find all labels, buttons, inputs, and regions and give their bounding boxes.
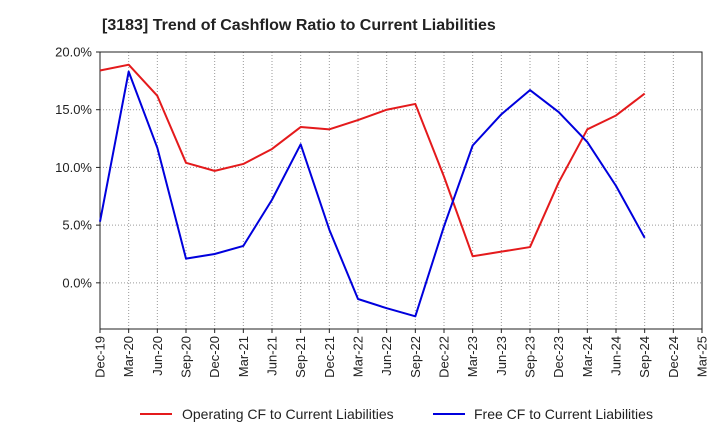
- x-tick-label: Dec-20: [207, 336, 222, 378]
- y-tick-label: 10.0%: [55, 160, 92, 175]
- x-tick-label: Sep-23: [523, 336, 538, 378]
- y-axis: 20.0% 15.0% 10.0% 5.0% 0.0%: [55, 45, 100, 290]
- x-tick-label: Jun-24: [609, 336, 624, 376]
- chart-title: [3183] Trend of Cashflow Ratio to Curren…: [102, 17, 496, 34]
- series-layer: [99, 63, 646, 318]
- x-tick-label: Dec-22: [437, 336, 452, 378]
- series-line: [99, 70, 646, 318]
- x-tick-label: Mar-20: [121, 336, 136, 377]
- y-tick-label: 15.0%: [55, 102, 92, 117]
- x-tick-label: Jun-22: [379, 336, 394, 376]
- y-tick-label: 0.0%: [62, 275, 92, 290]
- x-tick-label: Mar-21: [236, 336, 251, 377]
- legend: Operating CF to Current Liabilities Free …: [140, 406, 653, 422]
- x-tick-label: Mar-25: [695, 336, 710, 377]
- x-tick-label: Mar-24: [580, 336, 595, 377]
- x-tick-label: Dec-24: [666, 336, 681, 378]
- x-tick-label: Dec-23: [551, 336, 566, 378]
- x-tick-label: Sep-22: [408, 336, 423, 378]
- x-tick-label: Dec-21: [322, 336, 337, 378]
- legend-label: Free CF to Current Liabilities: [474, 406, 653, 422]
- legend-label: Operating CF to Current Liabilities: [182, 406, 394, 422]
- x-tick-label: Dec-19: [93, 336, 108, 378]
- series-line: [99, 63, 646, 258]
- x-tick-label: Jun-20: [150, 336, 165, 376]
- x-tick-label: Mar-23: [465, 336, 480, 377]
- grid: [99, 51, 703, 329]
- x-tick-label: Sep-21: [293, 336, 308, 378]
- x-tick-label: Sep-24: [637, 336, 652, 378]
- x-tick-label: Jun-23: [494, 336, 509, 376]
- x-tick-label: Sep-20: [179, 336, 194, 378]
- plot-frame: [99, 51, 703, 330]
- x-axis: Dec-19 Mar-20 Jun-20 Sep-20 Dec-20 Mar-21 Jun-…: [93, 329, 710, 378]
- y-tick-label: 5.0%: [62, 218, 92, 233]
- x-tick-label: Mar-22: [351, 336, 366, 377]
- y-tick-label: 20.0%: [55, 45, 92, 60]
- x-tick-label: Jun-21: [265, 336, 280, 376]
